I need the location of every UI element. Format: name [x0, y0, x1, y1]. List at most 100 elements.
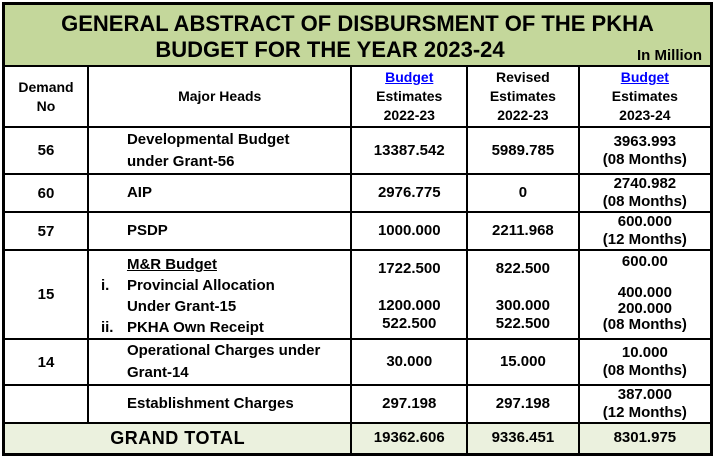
budget-estimate-2023-24-cell: 3963.993 (08 Months) [577, 126, 713, 175]
header-estimates-label: Estimates [489, 88, 556, 104]
major-head-cell: PSDP [86, 211, 353, 251]
major-head-line: AIP [126, 184, 152, 201]
amount: 600.000 [617, 213, 672, 230]
table-row-demand-14: 14 Operational Charges under Grant-14 30… [2, 338, 713, 386]
title-band: GENERAL ABSTRACT OF DISBURSMENT OF THE P… [2, 2, 713, 67]
major-head-line: Grant-14 [126, 364, 189, 381]
title-row: GENERAL ABSTRACT OF DISBURSMENT OF THE P… [2, 2, 713, 67]
months-note: (08 Months) [602, 193, 687, 210]
header-budget-estimates-2023-24: Budget Estimates 2023-24 [577, 65, 713, 128]
revised-estimate-2022-23-cell: 5989.785 [466, 126, 580, 175]
header-demand-line2: No [36, 97, 56, 114]
header-estimates-label: Estimates [376, 88, 443, 104]
header-year-2022-23: 2022-23 [383, 107, 435, 123]
budget-estimate-2022-23-cell: 1000.000 [350, 211, 469, 251]
major-head-cell: Developmental Budget under Grant-56 [86, 126, 353, 175]
major-head-line: Developmental Budget [126, 130, 290, 148]
amount: 522.500 [495, 315, 550, 332]
grand-total-label: GRAND TOTAL [2, 422, 353, 455]
amount: 387.000 [617, 386, 672, 403]
major-head-line: Establishment Charges [126, 395, 294, 412]
budget-estimate-2022-23-cell: 30.000 [350, 338, 469, 386]
revised-estimate-2022-23-cell: 297.198 [466, 384, 580, 424]
major-head-line: PSDP [126, 222, 168, 239]
major-head-cell: Operational Charges under Grant-14 [86, 338, 353, 386]
table-row-demand-57: 57 PSDP 1000.000 2211.968 600.000 (12 Mo… [2, 211, 713, 251]
revised-estimate-2022-23-cell: 15.000 [466, 338, 580, 386]
budget-estimate-2022-23-cell: 2976.775 [350, 173, 469, 213]
header-revised-estimates-2022-23: Revised Estimates 2022-23 [466, 65, 580, 128]
major-head-line: Under Grant-15 [126, 298, 237, 315]
budget-estimate-2022-23-cell: 1722.500 1200.000 522.500 [350, 249, 469, 340]
list-marker: ii. [100, 319, 114, 336]
list-item: i. Provincial Allocation Under Grant-15 [101, 275, 350, 317]
grand-total-revised-2022-23: 9336.451 [466, 422, 580, 455]
list-item-text: PKHA Own Receipt [127, 317, 350, 338]
table-row-demand-56: 56 Developmental Budget under Grant-56 1… [2, 126, 713, 175]
major-head-cell: AIP [86, 173, 353, 213]
demand-no-cell: 57 [2, 211, 89, 251]
grand-total-budget-2023-24: 8301.975 [577, 422, 713, 455]
budget-estimate-2023-24-cell: 600.00 400.000 200.000 (08 Months) [577, 249, 713, 340]
months-note: (08 Months) [602, 150, 687, 168]
page-title-line1: GENERAL ABSTRACT OF DISBURSMENT OF THE P… [61, 10, 654, 36]
header-demand-line1: Demand [18, 78, 74, 95]
major-head-cell: M&R Budget i. Provincial Allocation Unde… [86, 249, 353, 340]
budget-estimate-2023-24-cell: 2740.982 (08 Months) [577, 173, 713, 213]
months-note: (08 Months) [602, 316, 687, 333]
header-year-2022-23: 2022-23 [497, 107, 549, 123]
header-year-2023-24: 2023-24 [619, 107, 671, 123]
amount: 1200.000 [377, 297, 441, 314]
months-note: (12 Months) [602, 231, 687, 248]
list-marker: i. [100, 277, 110, 294]
mr-budget-heading: M&R Budget [126, 256, 217, 273]
list-item: ii. PKHA Own Receipt [101, 317, 350, 338]
unit-note: In Million [637, 47, 702, 64]
page-title-line2: BUDGET FOR THE YEAR 2023-24 [155, 36, 505, 62]
header-demand-no: Demand No [2, 65, 89, 128]
demand-no-cell: 15 [2, 249, 89, 340]
demand-no-cell: 60 [2, 173, 89, 213]
budget-link-2022-23[interactable]: Budget [385, 69, 434, 85]
header-budget-estimates-2022-23: Budget Estimates 2022-23 [350, 65, 469, 128]
amount: 10.000 [621, 344, 668, 361]
amount: 522.500 [382, 315, 437, 332]
amount: 3963.993 [613, 132, 677, 150]
budget-estimate-2023-24-cell: 600.000 (12 Months) [577, 211, 713, 251]
grand-total-budget-2022-23: 19362.606 [350, 422, 469, 455]
table-row-demand-60: 60 AIP 2976.775 0 2740.982 (08 Months) [2, 173, 713, 213]
budget-estimate-2023-24-cell: 387.000 (12 Months) [577, 384, 713, 424]
revised-estimate-2022-23-cell: 2211.968 [466, 211, 580, 251]
budget-link-2023-24[interactable]: Budget [620, 69, 669, 85]
amount: 300.000 [495, 297, 550, 314]
months-note: (12 Months) [602, 404, 687, 421]
grand-total-row: GRAND TOTAL 19362.606 9336.451 8301.975 [2, 422, 713, 455]
amount: 400.000 [617, 284, 672, 301]
demand-no-cell: 14 [2, 338, 89, 386]
demand-no-cell: 56 [2, 126, 89, 175]
budget-estimate-2022-23-cell: 13387.542 [350, 126, 469, 175]
revised-estimate-2022-23-cell: 822.500 300.000 522.500 [466, 249, 580, 340]
amount: 1722.500 [377, 260, 441, 277]
budget-estimate-2023-24-cell: 10.000 (08 Months) [577, 338, 713, 386]
major-head-line: PKHA Own Receipt [126, 319, 264, 336]
major-head-line: Operational Charges under [126, 342, 321, 359]
major-head-line: Provincial Allocation [126, 277, 275, 294]
list-item-text: Provincial Allocation Under Grant-15 [127, 275, 350, 317]
major-head-line: under Grant-56 [126, 152, 235, 170]
amount: 200.000 [617, 300, 672, 317]
revised-estimate-2022-23-cell: 0 [466, 173, 580, 213]
amount: 600.00 [621, 253, 668, 270]
column-header-row: Demand No Major Heads Budget Estimates 2… [2, 65, 713, 128]
amount: 2740.982 [613, 175, 677, 192]
budget-estimate-2022-23-cell: 297.198 [350, 384, 469, 424]
table-row-establishment-charges: Establishment Charges 297.198 297.198 38… [2, 384, 713, 424]
major-head-cell: Establishment Charges [86, 384, 353, 424]
header-estimates-label: Estimates [611, 88, 678, 104]
table-row-demand-15: 15 M&R Budget i. Provincial Allocation U… [2, 249, 713, 340]
header-major-heads: Major Heads [86, 65, 353, 128]
months-note: (08 Months) [602, 362, 687, 379]
amount: 822.500 [495, 260, 550, 277]
